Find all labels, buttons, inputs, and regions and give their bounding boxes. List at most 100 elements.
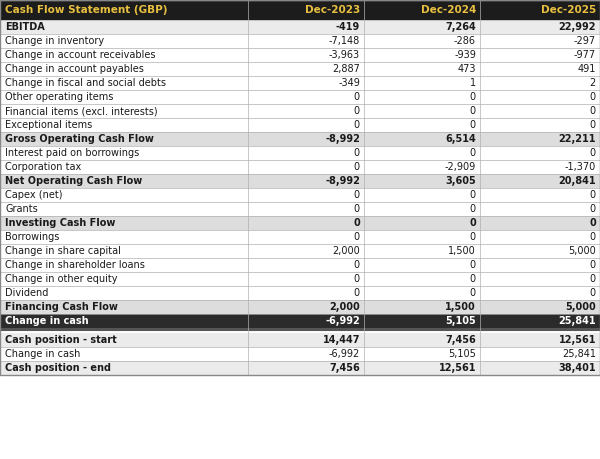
Text: 7,456: 7,456 — [445, 335, 476, 345]
Text: -6,992: -6,992 — [325, 317, 360, 326]
Text: Dividend: Dividend — [5, 288, 49, 298]
Text: 22,211: 22,211 — [559, 134, 596, 144]
Text: 0: 0 — [590, 120, 596, 130]
Text: 0: 0 — [590, 106, 596, 116]
Text: 20,841: 20,841 — [559, 176, 596, 186]
Text: 5,000: 5,000 — [568, 246, 596, 256]
Text: 0: 0 — [590, 232, 596, 242]
Text: 6,514: 6,514 — [445, 134, 476, 144]
Text: Investing Cash Flow: Investing Cash Flow — [5, 218, 115, 228]
Text: Cash position - end: Cash position - end — [5, 363, 111, 373]
Text: Other operating items: Other operating items — [5, 92, 113, 102]
Text: Change in cash: Change in cash — [5, 349, 80, 359]
Text: 0: 0 — [354, 106, 360, 116]
Text: Cash position - start: Cash position - start — [5, 335, 117, 345]
Bar — [0, 216, 600, 230]
Text: 0: 0 — [590, 288, 596, 298]
Text: 2,887: 2,887 — [332, 64, 360, 74]
Bar — [0, 146, 600, 160]
Text: -977: -977 — [574, 50, 596, 60]
Bar — [0, 286, 600, 300]
Text: 0: 0 — [470, 232, 476, 242]
Bar — [0, 132, 600, 146]
Text: -6,992: -6,992 — [329, 349, 360, 359]
Text: 5,105: 5,105 — [445, 317, 476, 326]
Text: 0: 0 — [354, 204, 360, 214]
Bar — [0, 300, 600, 314]
Text: -3,963: -3,963 — [329, 50, 360, 60]
Text: 14,447: 14,447 — [323, 335, 360, 345]
Text: Financing Cash Flow: Financing Cash Flow — [5, 302, 118, 312]
Text: 25,841: 25,841 — [559, 317, 596, 326]
Text: Gross Operating Cash Flow: Gross Operating Cash Flow — [5, 134, 154, 144]
Text: 0: 0 — [354, 148, 360, 158]
Text: EBITDA: EBITDA — [5, 22, 45, 32]
Text: 7,264: 7,264 — [445, 22, 476, 32]
Bar — [0, 118, 600, 132]
Bar — [0, 188, 600, 202]
Text: 0: 0 — [590, 190, 596, 200]
Text: Change in inventory: Change in inventory — [5, 36, 104, 46]
Bar — [0, 244, 600, 258]
Text: 22,992: 22,992 — [559, 22, 596, 32]
Text: 0: 0 — [470, 274, 476, 284]
Text: -939: -939 — [454, 50, 476, 60]
Bar — [0, 90, 600, 104]
Text: 1,500: 1,500 — [448, 246, 476, 256]
Bar — [0, 174, 600, 188]
Text: -8,992: -8,992 — [325, 176, 360, 186]
Text: Capex (net): Capex (net) — [5, 190, 62, 200]
Bar — [0, 0, 600, 375]
Text: 0: 0 — [353, 218, 360, 228]
Text: 3,605: 3,605 — [445, 176, 476, 186]
Bar — [0, 34, 600, 48]
Text: 0: 0 — [354, 190, 360, 200]
Text: 0: 0 — [354, 274, 360, 284]
Text: 0: 0 — [470, 148, 476, 158]
Text: Dec-2023: Dec-2023 — [305, 5, 360, 15]
Text: 0: 0 — [354, 232, 360, 242]
Bar — [0, 347, 600, 361]
Text: 0: 0 — [470, 120, 476, 130]
Text: -419: -419 — [336, 22, 360, 32]
Text: 0: 0 — [590, 260, 596, 270]
Bar — [0, 202, 600, 216]
Bar — [0, 48, 600, 62]
Text: 491: 491 — [578, 64, 596, 74]
Text: -8,992: -8,992 — [325, 134, 360, 144]
Text: 0: 0 — [354, 120, 360, 130]
Text: Change in fiscal and social debts: Change in fiscal and social debts — [5, 78, 166, 88]
Text: 0: 0 — [470, 106, 476, 116]
Text: -286: -286 — [454, 36, 476, 46]
Bar — [0, 314, 600, 329]
Text: Dec-2025: Dec-2025 — [541, 5, 596, 15]
Text: 38,401: 38,401 — [559, 363, 596, 373]
Text: 12,561: 12,561 — [559, 335, 596, 345]
Text: 0: 0 — [469, 218, 476, 228]
Bar — [0, 333, 600, 347]
Text: 2: 2 — [590, 78, 596, 88]
Text: 2,000: 2,000 — [329, 302, 360, 312]
Text: Change in shareholder loans: Change in shareholder loans — [5, 260, 145, 270]
Text: -7,148: -7,148 — [329, 36, 360, 46]
Text: Change in cash: Change in cash — [5, 317, 89, 326]
Text: 0: 0 — [354, 260, 360, 270]
Text: Net Operating Cash Flow: Net Operating Cash Flow — [5, 176, 142, 186]
Text: -1,370: -1,370 — [565, 162, 596, 172]
Text: -297: -297 — [574, 36, 596, 46]
Text: Change in share capital: Change in share capital — [5, 246, 121, 256]
Text: Change in account receivables: Change in account receivables — [5, 50, 155, 60]
Text: Interest paid on borrowings: Interest paid on borrowings — [5, 148, 139, 158]
Text: 0: 0 — [470, 190, 476, 200]
Text: 1,500: 1,500 — [445, 302, 476, 312]
Text: 0: 0 — [590, 92, 596, 102]
Text: Change in account payables: Change in account payables — [5, 64, 144, 74]
Text: 12,561: 12,561 — [439, 363, 476, 373]
Text: 0: 0 — [470, 92, 476, 102]
Text: 0: 0 — [354, 92, 360, 102]
Text: 0: 0 — [470, 204, 476, 214]
Text: 5,000: 5,000 — [565, 302, 596, 312]
Text: 7,456: 7,456 — [329, 363, 360, 373]
Text: Change in other equity: Change in other equity — [5, 274, 118, 284]
Text: Borrowings: Borrowings — [5, 232, 59, 242]
